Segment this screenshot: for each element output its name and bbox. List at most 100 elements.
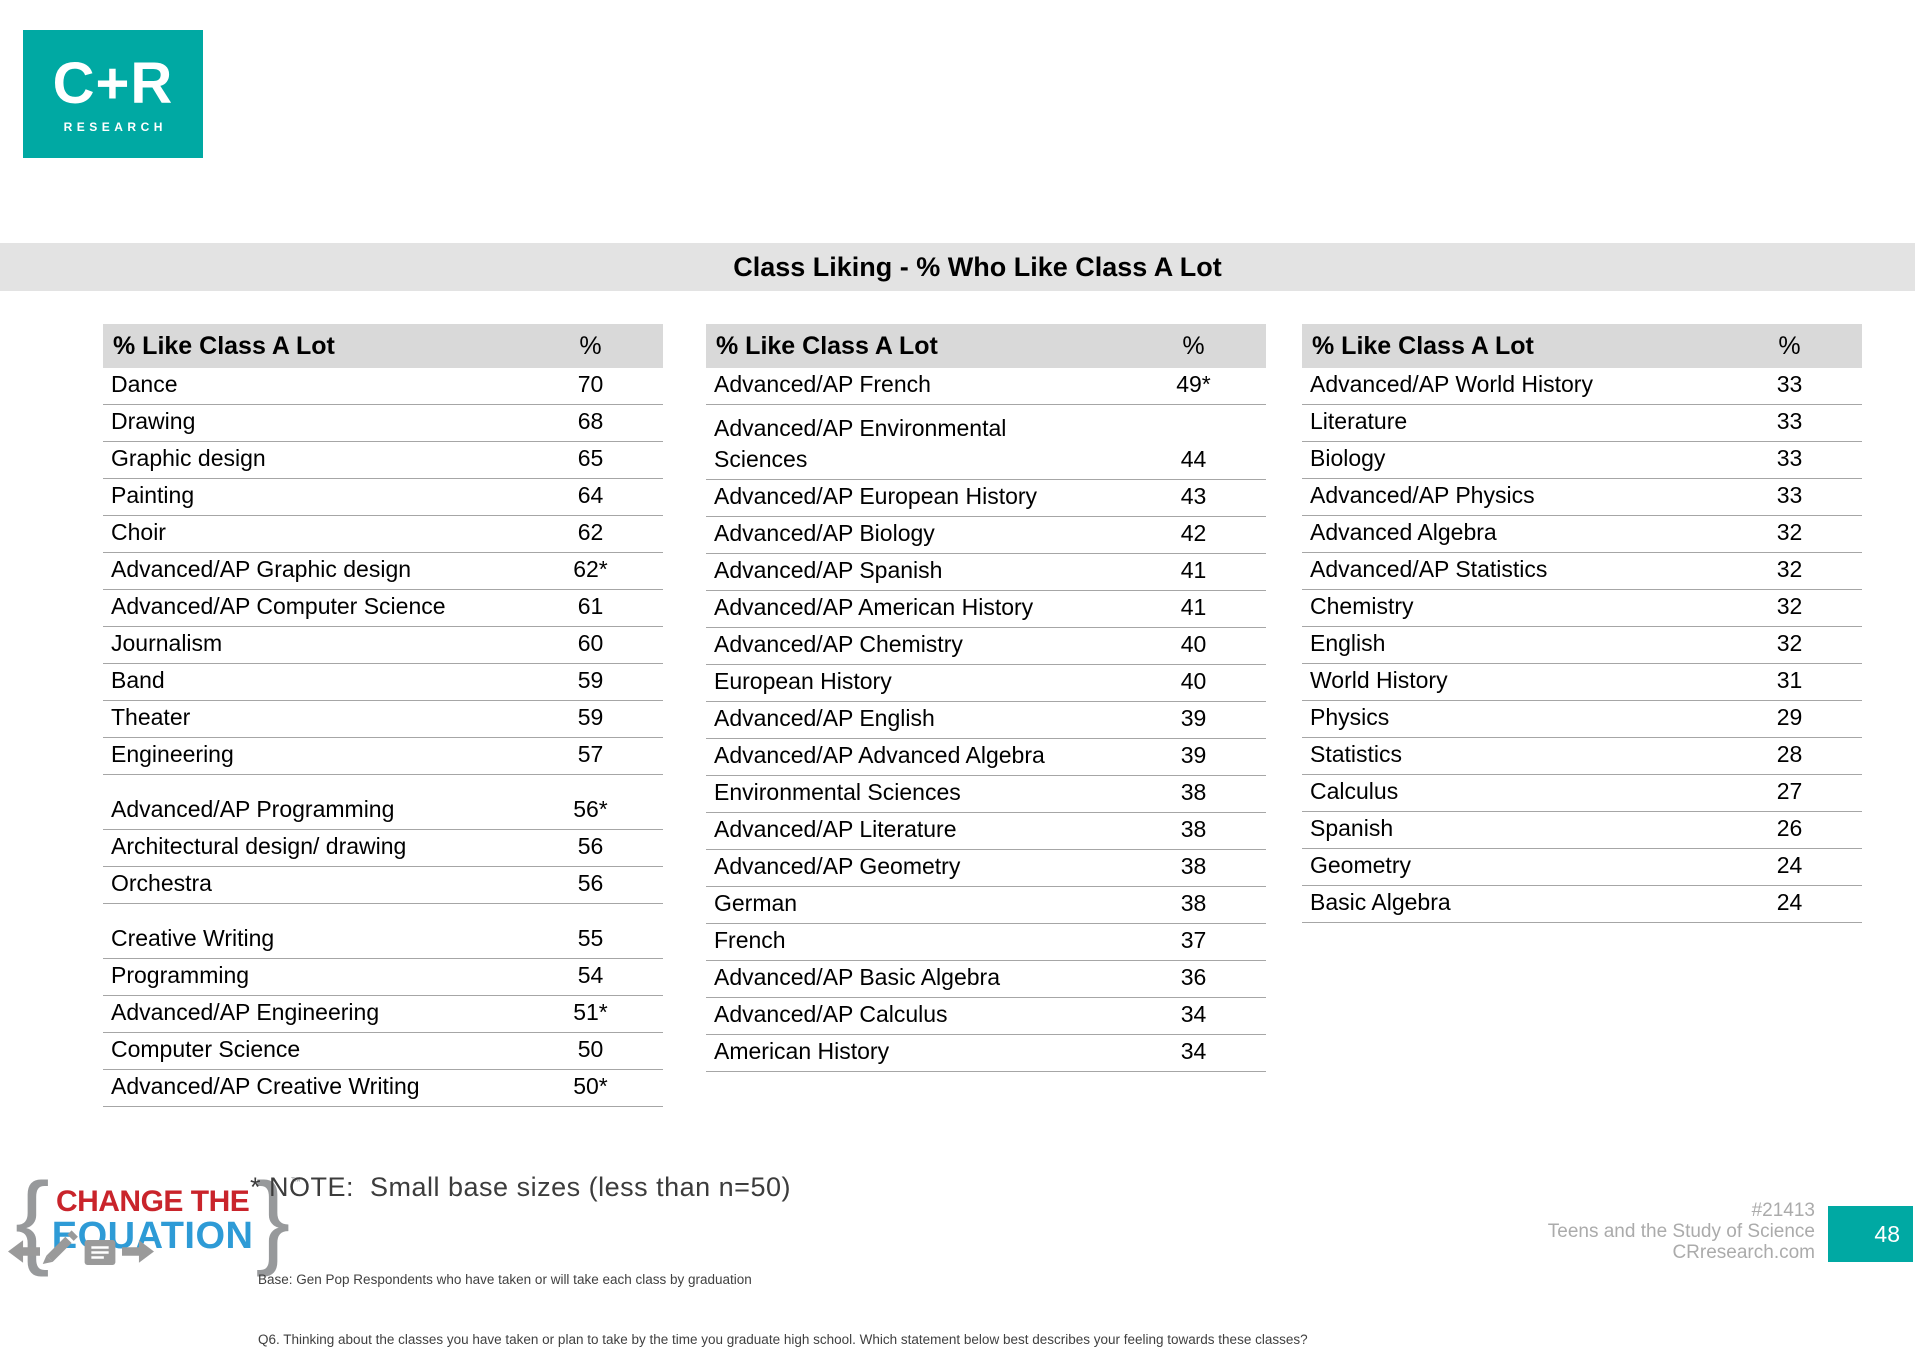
- table-row: Basic Algebra 24: [1302, 886, 1862, 923]
- class-label: Advanced/AP Calculus: [714, 1001, 948, 1027]
- class-label: Advanced/AP Advanced Algebra: [714, 742, 1045, 768]
- class-label: Physics: [1310, 704, 1390, 730]
- class-label: Advanced/AP Physics: [1310, 482, 1535, 508]
- class-label: Advanced/AP Statistics: [1310, 556, 1548, 582]
- class-value: 34: [1180, 1038, 1207, 1064]
- table-row: Literature 33: [1302, 405, 1862, 442]
- table-row: Geometry 24: [1302, 849, 1862, 886]
- class-value: 24: [1776, 852, 1803, 878]
- page-number: 48: [1874, 1220, 1900, 1247]
- slide-title: Class Liking - % Who Like Class A Lot: [733, 251, 1222, 282]
- class-label: Choir: [111, 519, 166, 545]
- class-value: 32: [1776, 519, 1803, 545]
- class-value: 31: [1776, 667, 1803, 693]
- cr-logo-subtext: RESEARCH: [63, 119, 167, 134]
- pencil-icon[interactable]: [38, 1222, 80, 1269]
- table-row: Advanced/AP Engineering 51*: [103, 996, 663, 1033]
- class-value: 32: [1776, 630, 1803, 656]
- class-value: 40: [1180, 631, 1207, 657]
- table-row: American History 34: [706, 1035, 1266, 1072]
- table-row: Advanced/AP Statistics 32: [1302, 553, 1862, 590]
- class-label: Calculus: [1310, 778, 1399, 804]
- class-value: 55: [577, 925, 604, 951]
- class-value: 50: [577, 1036, 604, 1062]
- class-label: Advanced/AP Literature: [714, 816, 957, 842]
- class-value: 57: [577, 741, 604, 767]
- table-row: Graphic design 65: [103, 442, 663, 479]
- table-row: Advanced/AP Geometry 38: [706, 850, 1266, 887]
- class-value: 40: [1180, 668, 1207, 694]
- class-label: Advanced/AP Programming: [111, 796, 395, 822]
- table-row: Advanced/AP Programming 56*: [103, 775, 663, 830]
- class-value: 28: [1776, 741, 1803, 767]
- class-value: 65: [577, 445, 604, 471]
- website: CRresearch.com: [1672, 1242, 1815, 1263]
- class-label: Dance: [111, 371, 178, 397]
- class-label: American History: [714, 1038, 890, 1064]
- table-header-label: % Like Class A Lot: [1312, 331, 1534, 360]
- table-row: French 37: [706, 924, 1266, 961]
- notes-icon[interactable]: [84, 1240, 116, 1270]
- class-label: Architectural design/ drawing: [111, 833, 407, 859]
- table-row: Biology 33: [1302, 442, 1862, 479]
- table-row: Spanish 26: [1302, 812, 1862, 849]
- class-value: 44: [1180, 446, 1207, 472]
- class-label: Spanish: [1310, 815, 1394, 841]
- class-label: Biology: [1310, 445, 1386, 471]
- class-label: Advanced/AP Graphic design: [111, 556, 412, 582]
- table-row: Engineering 57: [103, 738, 663, 775]
- table-row: Advanced/AP Biology 42: [706, 517, 1266, 554]
- class-label: Statistics: [1310, 741, 1403, 767]
- class-value: 59: [577, 667, 604, 693]
- table-row: Drawing 68: [103, 405, 663, 442]
- class-table: % Like Class A Lot% Advanced/AP World His…: [1302, 324, 1862, 923]
- class-label: Basic Algebra: [1310, 889, 1451, 915]
- table-row: Advanced/AP World History 33: [1302, 368, 1862, 405]
- slide-title-band: Class Liking - % Who Like Class A Lot: [0, 243, 1915, 291]
- table-row: Advanced/AP English 39: [706, 702, 1266, 739]
- class-label: Advanced/AP Environmental Sciences: [714, 415, 1007, 472]
- class-table: % Like Class A Lot% Advanced/AP French 49*…: [706, 324, 1266, 1072]
- table-row: Architectural design/ drawing 56: [103, 830, 663, 867]
- table-row: European History 40: [706, 665, 1266, 702]
- project-number: #21413: [1751, 1200, 1815, 1221]
- class-label: European History: [714, 668, 892, 694]
- table-row: Advanced/AP French 49*: [706, 368, 1266, 405]
- table-row: Orchestra 56: [103, 867, 663, 904]
- class-value: 29: [1776, 704, 1803, 730]
- table-row: Calculus 27: [1302, 775, 1862, 812]
- table-row: Advanced/AP Chemistry 40: [706, 628, 1266, 665]
- brace-right: }: [255, 1162, 291, 1278]
- table-row: Environmental Sciences 38: [706, 776, 1266, 813]
- class-label: Geometry: [1310, 852, 1411, 878]
- nav-back-icon[interactable]: [8, 1240, 40, 1268]
- nav-forward-icon[interactable]: [122, 1240, 154, 1268]
- class-value: 64: [577, 482, 604, 508]
- class-value: 39: [1180, 742, 1207, 768]
- table-row: World History 31: [1302, 664, 1862, 701]
- class-value: 70: [577, 371, 604, 397]
- class-value: 42: [1180, 520, 1207, 546]
- table-row: Band 59: [103, 664, 663, 701]
- table-row: Advanced/AP Basic Algebra 36: [706, 961, 1266, 998]
- class-value: 38: [1180, 816, 1207, 842]
- class-label: Advanced/AP European History: [714, 483, 1038, 509]
- cte-line1: CHANGE THE: [55, 1184, 250, 1218]
- cr-research-logo: C+R RESEARCH: [23, 30, 203, 158]
- class-label: French: [714, 927, 786, 953]
- class-value: 24: [1776, 889, 1803, 915]
- table-row: Chemistry 32: [1302, 590, 1862, 627]
- class-label: Advanced/AP Computer Science: [111, 593, 446, 619]
- class-label: Advanced/AP Chemistry: [714, 631, 963, 657]
- table-row: English 32: [1302, 627, 1862, 664]
- class-value: 41: [1180, 594, 1207, 620]
- class-label: Painting: [111, 482, 195, 508]
- class-label: Advanced/AP English: [714, 705, 935, 731]
- class-value: 59: [577, 704, 604, 730]
- table-row: Physics 29: [1302, 701, 1862, 738]
- trademark-symbol: ™: [290, 1176, 302, 1188]
- class-label: Journalism: [111, 630, 223, 656]
- table-row: Creative Writing 55: [103, 904, 663, 959]
- class-value: 39: [1180, 705, 1207, 731]
- class-label: Advanced/AP Creative Writing: [111, 1073, 420, 1099]
